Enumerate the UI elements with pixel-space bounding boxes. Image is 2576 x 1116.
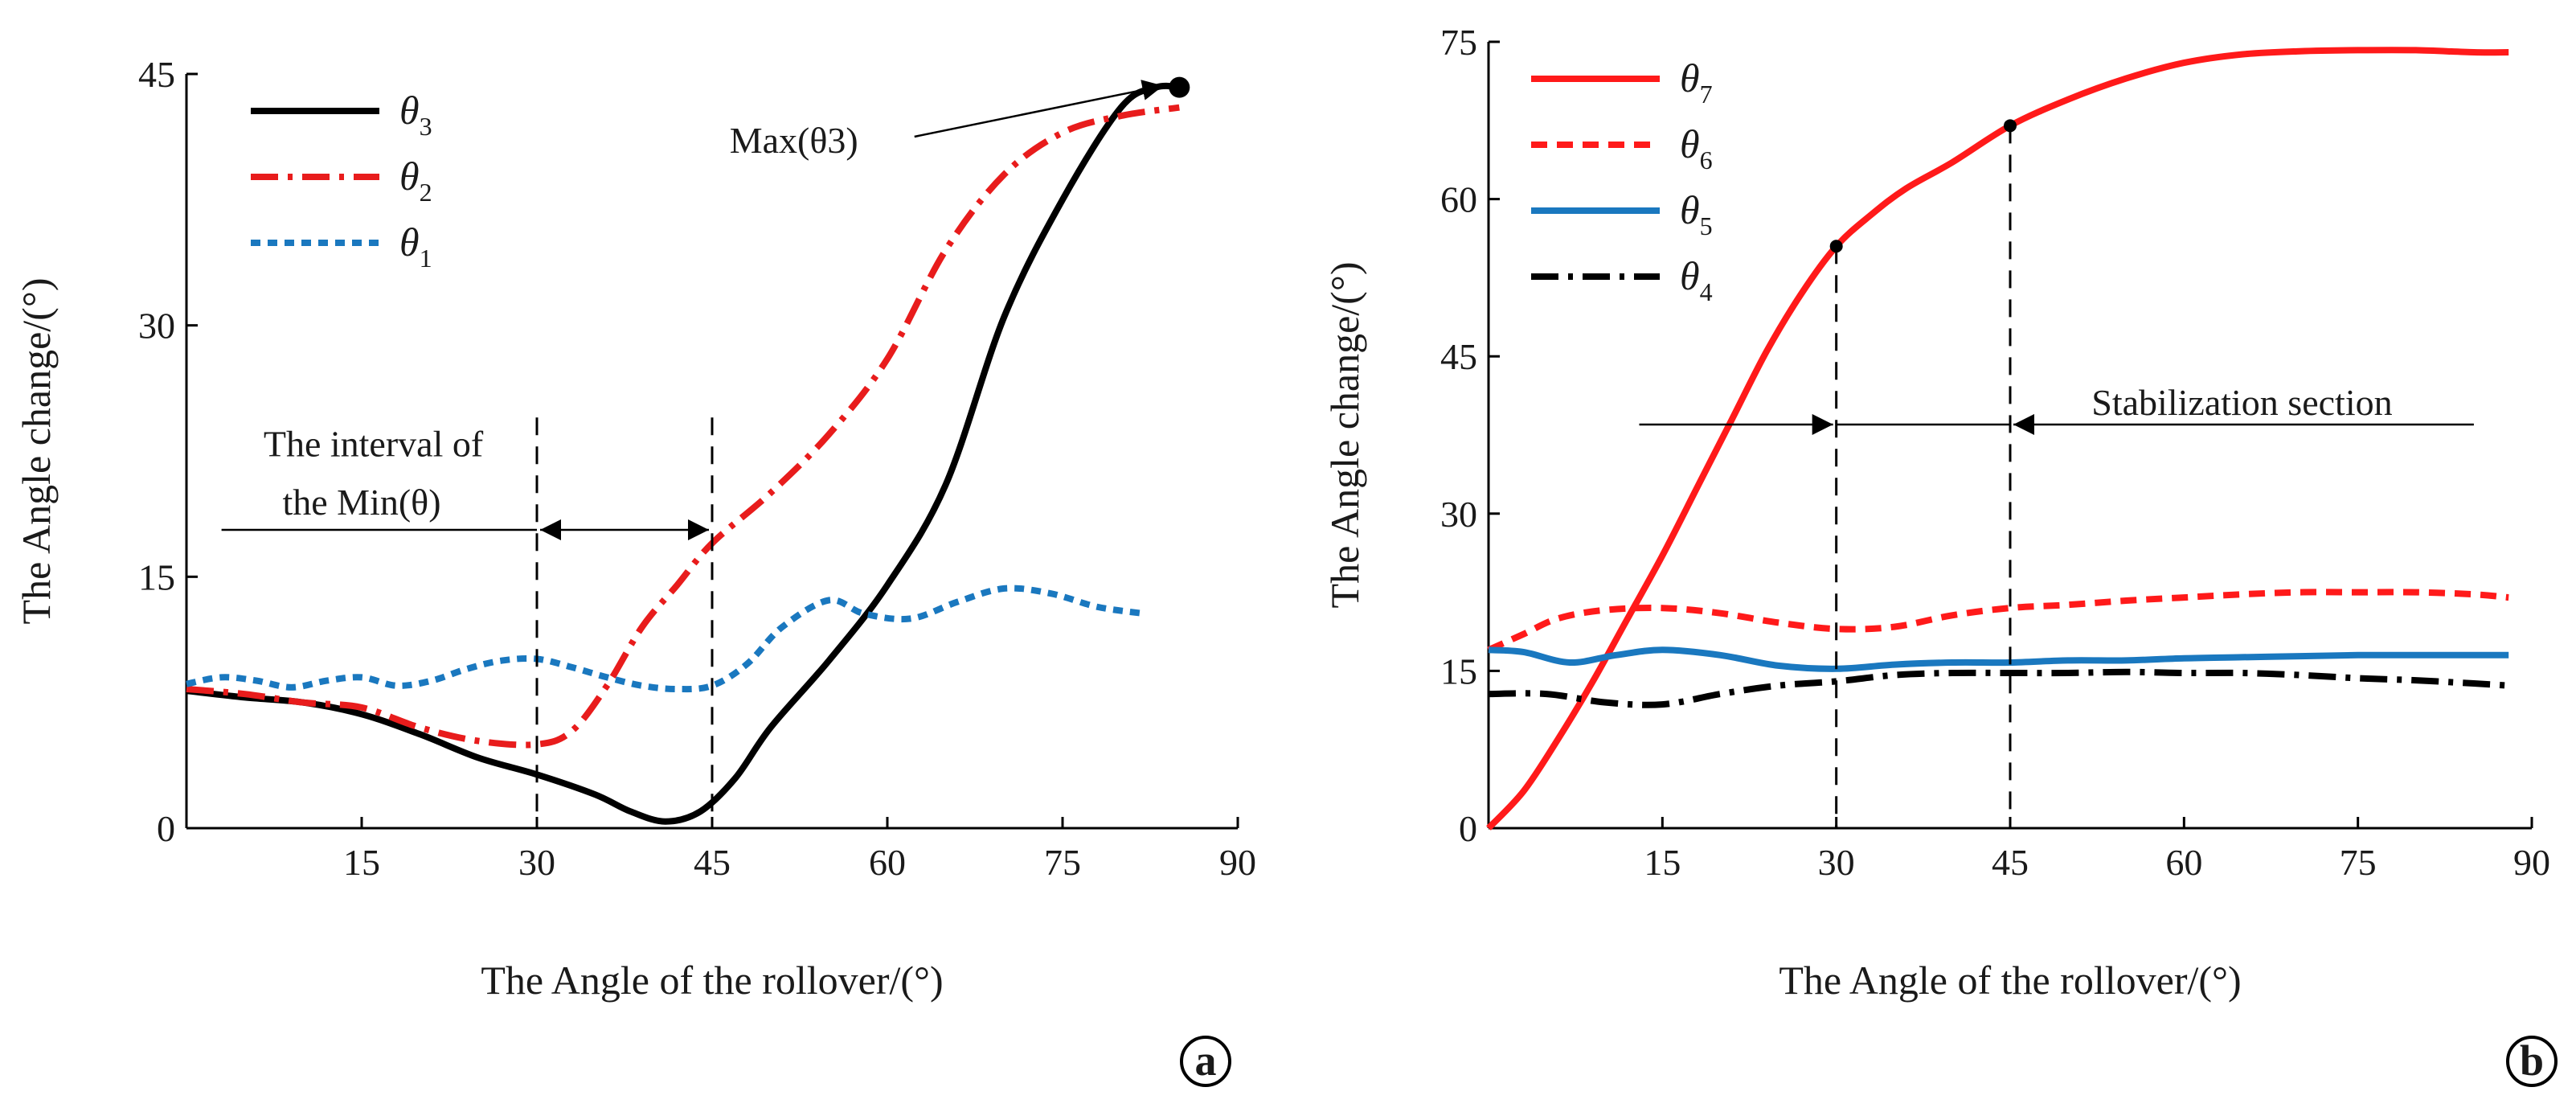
legend-subscript: 5 xyxy=(1700,211,1713,240)
x-axis-label: The Angle of the rollover/(°) xyxy=(1779,958,2241,1003)
legend-symbol: θ xyxy=(399,220,420,265)
legend-symbol: θ xyxy=(399,88,420,133)
y-tick-label: 75 xyxy=(1440,22,1477,63)
y-tick-label: 60 xyxy=(1440,179,1477,220)
stabilization-label: Stabilization section xyxy=(2091,382,2392,423)
y-tick-label: 15 xyxy=(138,556,175,597)
interval-label-line2: the Min(θ) xyxy=(282,482,440,523)
x-tick-label: 15 xyxy=(343,842,380,883)
legend-subscript: 4 xyxy=(1700,277,1713,306)
series-line-θ2 xyxy=(186,104,1180,749)
x-tick-label: 90 xyxy=(1219,842,1256,883)
legend-symbol: θ xyxy=(1680,121,1700,166)
x-tick-label: 45 xyxy=(1992,842,2029,883)
y-tick-label: 30 xyxy=(138,306,175,347)
legend-symbol: θ xyxy=(1680,253,1700,298)
y-tick-label: 0 xyxy=(1459,808,1477,849)
panel-letter-circle xyxy=(2506,1036,2558,1087)
max-annotation-label: Max(θ3) xyxy=(730,120,858,161)
panel-letter-circle xyxy=(1180,1036,1231,1087)
series-line-θ7 xyxy=(1486,47,2509,831)
legend-symbol: θ xyxy=(1680,187,1700,232)
panel-letter: b xyxy=(2520,1036,2544,1085)
max-annotation-arrow xyxy=(914,80,1164,138)
x-tick-label: 30 xyxy=(1818,842,1855,883)
legend-subscript: 2 xyxy=(420,178,432,207)
x-tick-label: 30 xyxy=(518,842,555,883)
series-line-θ1 xyxy=(186,585,1145,693)
y-axis-label: The Angle change/(°) xyxy=(14,278,59,625)
legend-subscript: 1 xyxy=(420,244,432,273)
chart-a: 15 30 45 60 75 90 0 15 30 45 The Angle of the roll… xyxy=(14,54,1256,1087)
x-tick-label: 60 xyxy=(869,842,906,883)
interval-label-line1: The interval of xyxy=(264,423,484,464)
y-tick-label: 45 xyxy=(1440,336,1477,377)
legend-label-θ2: θ2 xyxy=(399,154,432,207)
legend-label-θ7: θ7 xyxy=(1680,55,1713,109)
legend-label-θ1: θ1 xyxy=(399,220,432,273)
x-tick-label: 15 xyxy=(1644,842,1681,883)
y-tick-label: 30 xyxy=(1440,494,1477,535)
y-tick-label: 0 xyxy=(157,808,175,849)
x-tick-label: 75 xyxy=(1044,842,1081,883)
legend-subscript: 6 xyxy=(1700,146,1713,174)
y-axis-label: The Angle change/(°) xyxy=(1322,262,1367,609)
series-line-θ4 xyxy=(1488,668,2509,708)
x-axis-label: The Angle of the rollover/(°) xyxy=(481,958,943,1003)
legend-subscript: 7 xyxy=(1700,80,1713,109)
legend-symbol: θ xyxy=(399,154,420,199)
x-tick-label: 45 xyxy=(694,842,731,883)
panel-letter: a xyxy=(1195,1036,1217,1085)
legend-label-θ6: θ6 xyxy=(1680,121,1713,174)
series-line-θ5 xyxy=(1488,646,2509,672)
y-tick-label: 15 xyxy=(1440,650,1477,691)
stabilization-marker xyxy=(1829,240,1843,253)
legend-subscript: 3 xyxy=(420,112,432,141)
legend-label-θ4: θ4 xyxy=(1680,253,1713,306)
legend-label-θ3: θ3 xyxy=(399,88,432,141)
max-marker xyxy=(1169,76,1190,98)
x-tick-label: 60 xyxy=(2165,842,2202,883)
series-line-θ3 xyxy=(186,82,1180,825)
legend-symbol: θ xyxy=(1680,55,1700,101)
stabilization-marker xyxy=(2004,119,2017,133)
legend-label-θ5: θ5 xyxy=(1680,187,1713,240)
x-tick-label: 75 xyxy=(2340,842,2377,883)
y-tick-label: 45 xyxy=(138,54,175,95)
x-tick-label: 90 xyxy=(2513,842,2550,883)
series-line-θ6 xyxy=(1487,589,2509,653)
